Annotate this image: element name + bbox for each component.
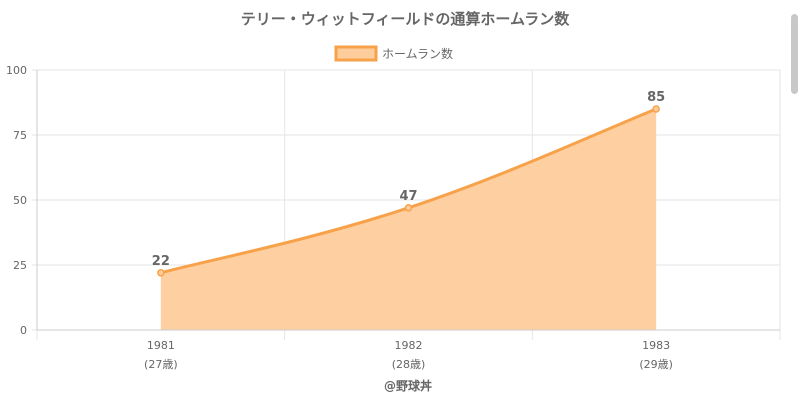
data-label: 85	[647, 90, 665, 105]
y-tick-label: 75	[13, 129, 27, 142]
x-tick-sublabel: (28歳)	[392, 358, 426, 371]
data-point	[157, 269, 165, 277]
legend-label: ホームラン数	[382, 46, 453, 61]
x-tick-label: 1982	[395, 339, 423, 352]
x-tick-label: 1981	[147, 339, 175, 352]
data-labels: 22 47 85	[152, 90, 665, 269]
y-tick-label: 100	[6, 64, 27, 77]
y-tick-label: 25	[13, 259, 27, 272]
scrollbar-thumb[interactable]	[791, 14, 798, 94]
y-tick-label: 50	[13, 194, 27, 207]
data-label: 47	[399, 189, 417, 204]
x-tick-sublabel: (27歳)	[144, 358, 178, 371]
plot-area	[157, 105, 660, 330]
y-tick-label: 0	[20, 324, 27, 337]
legend[interactable]: ホームラン数	[334, 45, 453, 62]
chart-title: テリー・ウィットフィールドの通算ホームラン数	[241, 10, 571, 28]
data-point	[404, 204, 413, 212]
series-area	[160, 109, 657, 330]
x-tick-sublabel: (29歳)	[639, 358, 673, 371]
data-point	[652, 105, 660, 113]
legend-swatch	[334, 45, 378, 62]
x-tick-label: 1983	[642, 339, 670, 352]
data-label: 22	[152, 254, 170, 269]
axes: 0 25 50 75 100 1981 (27歳) 1982 (28歳) 1983 (29歳)	[6, 64, 780, 371]
chart-credit: @野球丼	[384, 378, 432, 393]
